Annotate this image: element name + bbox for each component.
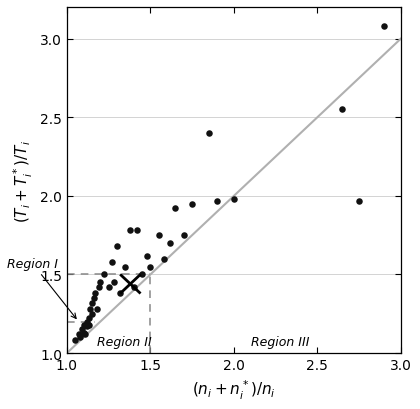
Point: [95, 284, 102, 291]
Point: [167, 240, 174, 247]
Point: [381, 24, 387, 30]
Point: [87, 306, 94, 312]
Point: [77, 334, 84, 341]
Point: [117, 290, 124, 297]
Point: [214, 198, 220, 204]
Point: [356, 198, 362, 204]
Point: [130, 284, 137, 291]
Point: [189, 201, 195, 207]
Point: [79, 326, 85, 333]
Point: [144, 253, 150, 259]
Point: [231, 196, 237, 203]
Point: [172, 206, 179, 212]
Point: [110, 279, 117, 286]
Point: [80, 330, 87, 336]
Point: [155, 232, 162, 239]
Point: [139, 272, 145, 278]
Point: [84, 319, 90, 325]
Point: [97, 279, 104, 286]
Point: [100, 272, 107, 278]
Point: [160, 256, 167, 263]
Point: [205, 130, 212, 137]
Point: [84, 323, 90, 330]
Point: [114, 243, 121, 250]
Point: [122, 264, 129, 270]
Point: [339, 107, 346, 113]
Point: [127, 228, 134, 234]
Point: [147, 264, 154, 270]
Text: Region I: Region I: [7, 257, 76, 319]
X-axis label: $(n_i + n_i^*)/n_i$: $(n_i + n_i^*)/n_i$: [192, 378, 276, 401]
Point: [85, 315, 92, 322]
Point: [89, 311, 95, 317]
Point: [82, 331, 89, 338]
Point: [85, 322, 92, 328]
Point: [109, 259, 116, 265]
Point: [89, 300, 95, 306]
Point: [92, 290, 99, 297]
Text: Region III: Region III: [250, 335, 309, 348]
Y-axis label: $(T_i + T_i^*)/T_i$: $(T_i + T_i^*)/T_i$: [11, 139, 34, 222]
Point: [94, 306, 100, 312]
Point: [80, 322, 87, 328]
Point: [72, 337, 79, 344]
Point: [134, 228, 140, 234]
Point: [75, 331, 82, 338]
Text: Region II: Region II: [97, 335, 152, 348]
Point: [181, 232, 187, 239]
Point: [90, 295, 97, 301]
Point: [105, 284, 112, 291]
